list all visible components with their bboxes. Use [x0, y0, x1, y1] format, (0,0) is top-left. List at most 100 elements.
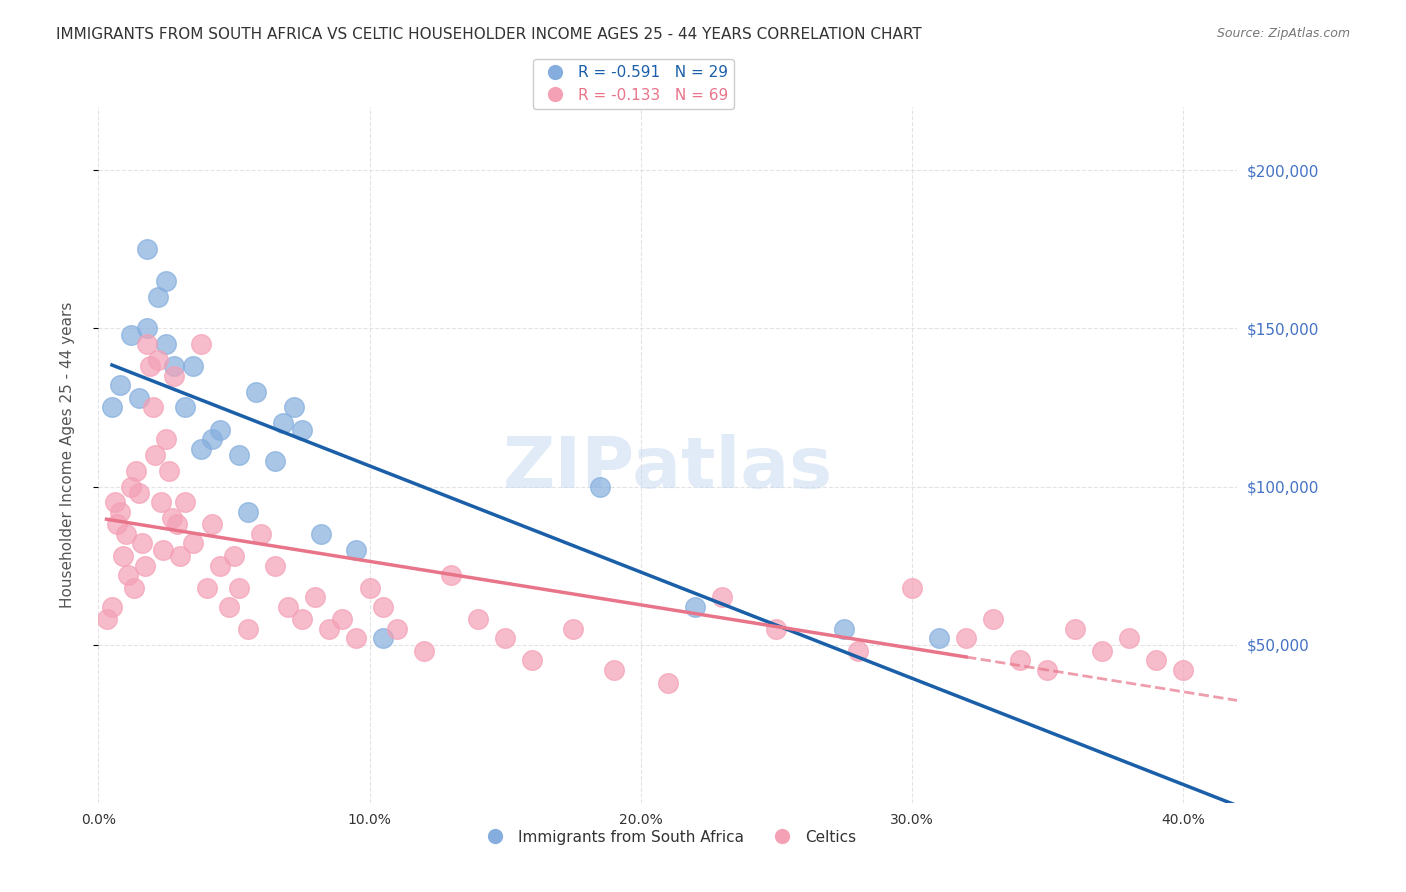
Point: [1171, 663, 1194, 677]
Point: [142, 401, 165, 415]
Point: [145, 448, 167, 462]
Point: [101, 599, 124, 614]
Point: [136, 243, 159, 257]
Point: [236, 505, 259, 519]
Point: [562, 622, 585, 636]
Point: [1036, 663, 1059, 677]
Text: IMMIGRANTS FROM SOUTH AFRICA VS CELTIC HOUSEHOLDER INCOME AGES 25 - 44 YEARS COR: IMMIGRANTS FROM SOUTH AFRICA VS CELTIC H…: [56, 27, 922, 42]
Point: [128, 486, 150, 500]
Point: [332, 612, 354, 626]
Point: [657, 675, 679, 690]
Point: [832, 622, 855, 636]
Point: [371, 632, 394, 646]
Point: [160, 511, 183, 525]
Point: [218, 599, 240, 614]
Point: [128, 391, 150, 405]
Point: [111, 549, 134, 563]
Point: [195, 581, 218, 595]
Point: [155, 274, 177, 288]
Point: [467, 612, 489, 626]
Point: [277, 599, 299, 614]
Legend: Immigrants from South Africa, Celtics: Immigrants from South Africa, Celtics: [474, 823, 862, 851]
Point: [120, 479, 142, 493]
Point: [174, 495, 197, 509]
Point: [1118, 632, 1140, 646]
Point: [107, 517, 129, 532]
Point: [1063, 622, 1085, 636]
Point: [683, 599, 706, 614]
Point: [131, 536, 153, 550]
Point: [291, 612, 314, 626]
Point: [136, 337, 159, 351]
Point: [174, 401, 197, 415]
Point: [183, 359, 205, 374]
Point: [134, 558, 156, 573]
Point: [152, 542, 174, 557]
Point: [96, 612, 118, 626]
Point: [318, 622, 340, 636]
Point: [125, 464, 148, 478]
Point: [245, 384, 267, 399]
Point: [209, 558, 232, 573]
Point: [120, 327, 142, 342]
Point: [846, 644, 869, 658]
Text: ZIPatlas: ZIPatlas: [503, 434, 832, 503]
Point: [1144, 653, 1167, 667]
Point: [136, 321, 159, 335]
Point: [114, 527, 136, 541]
Point: [522, 653, 544, 667]
Point: [765, 622, 787, 636]
Point: [385, 622, 408, 636]
Y-axis label: Householder Income Ages 25 - 44 years: Householder Income Ages 25 - 44 years: [60, 301, 75, 608]
Point: [157, 464, 180, 478]
Point: [190, 337, 212, 351]
Point: [146, 290, 169, 304]
Point: [228, 448, 250, 462]
Point: [344, 632, 367, 646]
Point: [201, 432, 224, 446]
Point: [283, 401, 305, 415]
Point: [108, 378, 131, 392]
Point: [291, 423, 314, 437]
Point: [263, 558, 285, 573]
Point: [901, 581, 924, 595]
Point: [101, 401, 124, 415]
Point: [309, 527, 332, 541]
Point: [222, 549, 245, 563]
Point: [955, 632, 977, 646]
Point: [250, 527, 273, 541]
Point: [412, 644, 434, 658]
Point: [104, 495, 127, 509]
Point: [440, 568, 463, 582]
Point: [169, 549, 191, 563]
Point: [228, 581, 250, 595]
Point: [263, 454, 285, 468]
Point: [149, 495, 172, 509]
Point: [155, 432, 177, 446]
Point: [117, 568, 139, 582]
Point: [711, 591, 734, 605]
Point: [155, 337, 177, 351]
Point: [139, 359, 162, 374]
Point: [589, 479, 612, 493]
Point: [928, 632, 950, 646]
Point: [201, 517, 224, 532]
Point: [271, 417, 294, 431]
Point: [344, 542, 367, 557]
Point: [494, 632, 516, 646]
Point: [209, 423, 232, 437]
Point: [163, 359, 186, 374]
Point: [359, 581, 381, 595]
Point: [183, 536, 205, 550]
Point: [122, 581, 145, 595]
Point: [163, 368, 186, 383]
Point: [602, 663, 624, 677]
Point: [981, 612, 1004, 626]
Point: [146, 353, 169, 368]
Point: [190, 442, 212, 456]
Point: [108, 505, 131, 519]
Point: [166, 517, 188, 532]
Point: [304, 591, 326, 605]
Point: [236, 622, 259, 636]
Point: [1091, 644, 1114, 658]
